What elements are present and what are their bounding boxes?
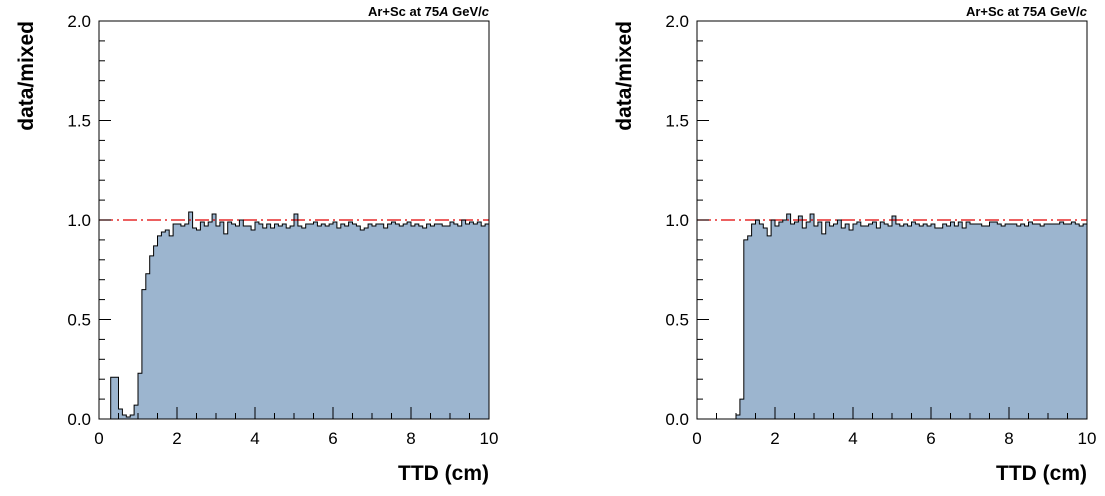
y-tick-label: 0.0 xyxy=(67,410,91,429)
x-tick-label: 2 xyxy=(172,429,181,448)
x-tick-label: 10 xyxy=(480,429,499,448)
axis-ticks xyxy=(696,20,1088,420)
energy-annotation: Ar+Sc at 75A GeV/c xyxy=(368,4,490,19)
x-tick-label: 10 xyxy=(1078,429,1097,448)
y-axis-title: data/mixed xyxy=(613,21,636,131)
y-tick-label: 1.5 xyxy=(665,112,689,131)
x-tick-label: 4 xyxy=(250,429,259,448)
energy-annotation: Ar+Sc at 75A GeV/c xyxy=(966,4,1088,19)
right-chart-panel: 0.0 0.5 1.0 1.5 2.0 0 2 4 6 8 10 Ar+Sc a… xyxy=(613,4,1096,485)
x-tick-labels: 0 2 4 6 8 10 xyxy=(692,429,1096,448)
axis-ticks xyxy=(98,20,490,420)
histogram-outline xyxy=(697,213,1087,420)
x-tick-label: 0 xyxy=(692,429,701,448)
y-tick-label: 0.0 xyxy=(665,410,689,429)
x-tick-label: 6 xyxy=(328,429,337,448)
y-tick-label: 1.5 xyxy=(67,112,91,131)
y-tick-labels: 0.0 0.5 1.0 1.5 2.0 xyxy=(67,12,91,429)
x-axis-title: TTD (cm) xyxy=(398,462,489,485)
y-tick-label: 0.5 xyxy=(665,311,689,330)
x-tick-label: 8 xyxy=(1004,429,1013,448)
y-tick-label: 2.0 xyxy=(665,12,689,31)
y-tick-label: 1.0 xyxy=(67,211,91,230)
y-tick-label: 1.0 xyxy=(665,211,689,230)
x-tick-label: 0 xyxy=(94,429,103,448)
x-tick-label: 6 xyxy=(926,429,935,448)
x-tick-labels: 0 2 4 6 8 10 xyxy=(94,429,498,448)
y-axis-title: data/mixed xyxy=(15,21,38,131)
x-tick-label: 4 xyxy=(848,429,857,448)
y-tick-labels: 0.0 0.5 1.0 1.5 2.0 xyxy=(665,12,689,429)
histogram-fill xyxy=(697,214,1087,419)
x-tick-label: 2 xyxy=(770,429,779,448)
histogram-fill xyxy=(99,212,489,419)
left-chart-panel: 0.0 0.5 1.0 1.5 2.0 0 2 4 6 8 10 Ar+Sc a… xyxy=(15,4,498,485)
y-tick-label: 0.5 xyxy=(67,311,91,330)
x-axis-title: TTD (cm) xyxy=(996,462,1087,485)
x-tick-label: 8 xyxy=(406,429,415,448)
histogram-outline xyxy=(99,211,489,420)
y-tick-label: 2.0 xyxy=(67,12,91,31)
